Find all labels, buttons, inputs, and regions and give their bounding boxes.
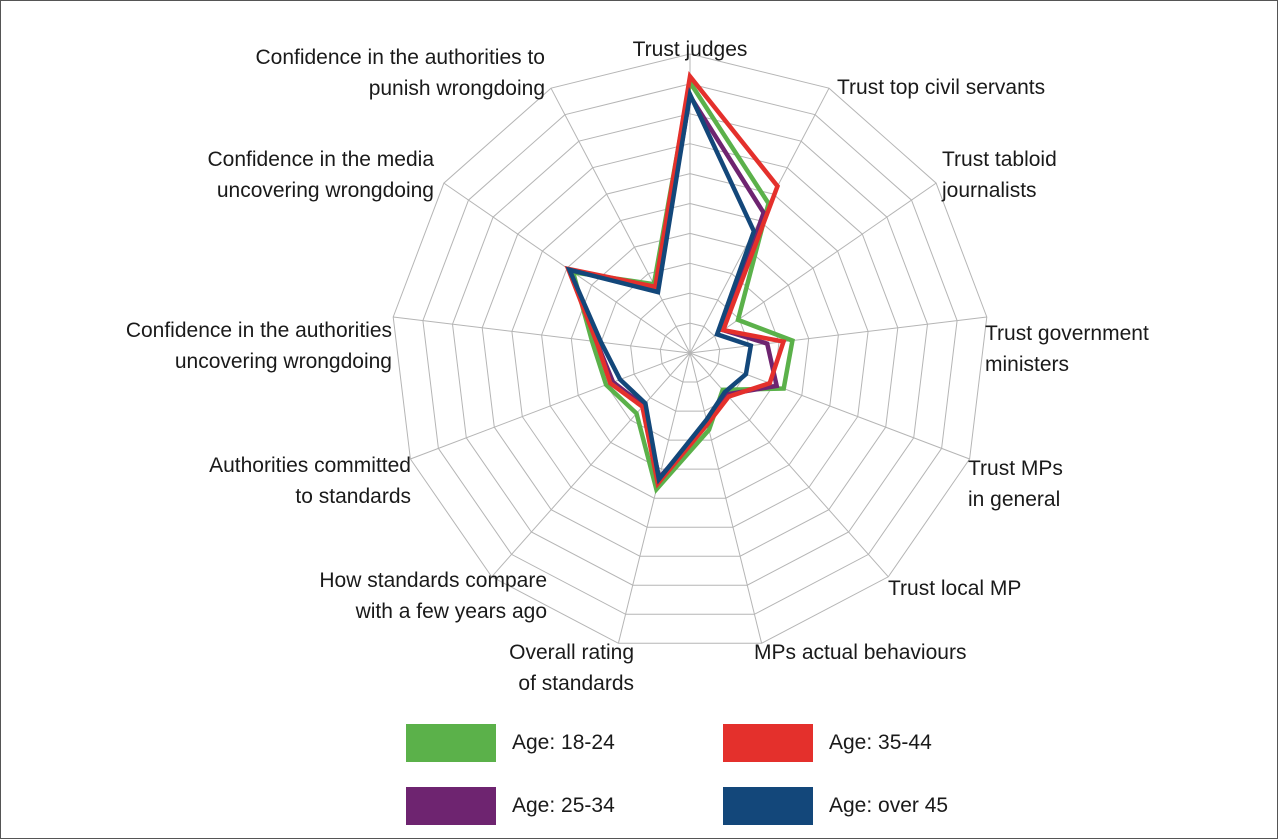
axis-label-0: Trust judges [633,38,748,61]
legend-swatch-25-34 [406,787,496,825]
grid-ring-7 [481,143,899,557]
axis-label-9-line-1: to standards [295,485,411,508]
grid-spoke-12 [550,87,691,354]
axis-label-12: Confidence in the authorities to punish w… [255,46,545,100]
axis-label-2-line-0: Trust tabloid [942,148,1057,171]
grid-ring-1 [659,322,721,383]
axis-label-5-line-0: Trust local MP [888,577,1021,600]
grid-spoke-8 [491,352,691,578]
legend-label-over-45: Age: over 45 [829,794,949,817]
axis-label-12-line-1: punish wrongdoing [369,77,545,100]
axis-label-3: Trust government ministers [985,322,1149,376]
grid-spoke-5 [689,352,889,578]
axis-label-6: MPs actual behaviours [754,641,966,664]
axis-label-10: Confidence in the authorities uncovering … [126,319,392,373]
grid-ring-10 [392,53,988,644]
axis-label-4-line-0: Trust MPs [968,457,1063,480]
grid-spoke-6 [689,352,763,644]
series-line-3 [565,86,757,485]
grid-spoke-4 [689,352,970,460]
axis-label-7-line-1: of standards [518,672,634,695]
axis-label-11: Confidence in the media uncovering wrongd… [208,148,435,202]
axis-label-8-line-0: How standards compare [319,569,547,592]
axis-label-3-line-1: ministers [985,353,1069,376]
grid-spoke-10 [393,316,691,354]
grid-ring-9 [422,83,958,615]
axis-label-3-line-0: Trust government [985,322,1149,345]
axis-label-9-line-0: Authorities committed [209,454,411,477]
axis-label-2-line-1: journalists [941,179,1037,202]
axis-label-10-line-1: uncovering wrongdoing [175,350,392,373]
grid-ring-8 [451,113,929,586]
axis-label-7: Overall rating of standards [509,641,634,695]
axis-label-7-line-0: Overall rating [509,641,634,664]
axis-label-12-line-0: Confidence in the authorities to [255,46,545,69]
grid-rings [392,53,988,644]
legend-swatch-18-24 [406,724,496,762]
grid-ring-6 [511,173,869,528]
legend-swatch-over-45 [723,787,813,825]
grid-spoke-7 [617,352,691,644]
grid-ring-2 [630,292,750,412]
grid-spoke-3 [689,316,987,354]
legend-label-18-24: Age: 18-24 [512,731,615,754]
legend-label-35-44: Age: 35-44 [829,731,932,754]
axis-label-11-line-0: Confidence in the media [208,148,435,171]
grid-spokes [393,54,987,644]
axis-label-8-line-1: with a few years ago [355,600,547,623]
axis-label-9: Authorities committed to standards [209,454,411,508]
axis-label-1-line-0: Trust top civil servants [837,76,1045,99]
legend-swatch-35-44 [723,724,813,762]
grid-spoke-9 [410,352,691,460]
series-layer [564,71,795,495]
axis-label-4-line-1: in general [968,488,1060,511]
axis-label-1: Trust top civil servants [837,76,1045,99]
axis-label-11-line-1: uncovering wrongdoing [217,179,434,202]
legend-item-18-24: Age: 18-24 [406,723,615,763]
axis-label-4: Trust MPs in general [968,457,1063,511]
legend-label-25-34: Age: 25-34 [512,794,615,817]
grid-ring-4 [570,232,810,470]
legend-item-25-34: Age: 25-34 [406,786,615,826]
axis-label-2: Trust tabloid journalists [941,148,1057,202]
axis-label-8: How standards compare with a few years ag… [319,569,547,623]
axis-label-6-line-0: MPs actual behaviours [754,641,966,664]
legend-item-over-45: Age: over 45 [723,786,948,826]
grid-ring-5 [541,202,839,499]
legend-item-35-44: Age: 35-44 [723,723,932,763]
axis-label-0-line-0: Trust judges [633,38,748,61]
grid-spoke-2 [689,182,937,354]
axis-label-10-line-0: Confidence in the authorities [126,319,392,342]
axis-labels: Trust judges Trust top civil servants Trus… [126,38,1149,695]
axis-label-5: Trust local MP [888,577,1021,600]
